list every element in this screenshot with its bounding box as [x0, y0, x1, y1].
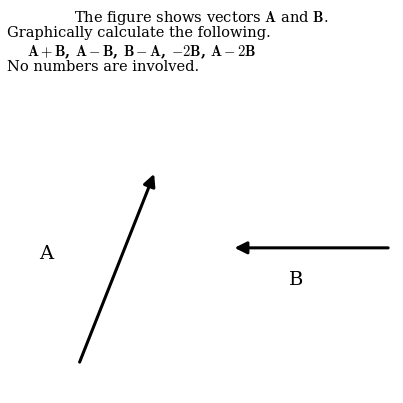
- Text: $\mathbf{A+B}$, $\mathbf{A-B}$, $\mathbf{B-A}$, $-2\mathbf{B}$, $\mathbf{A}-2\ma: $\mathbf{A+B}$, $\mathbf{A-B}$, $\mathbf…: [27, 44, 257, 61]
- Text: The figure shows vectors $\mathbf{A}$ and $\mathbf{B}$.: The figure shows vectors $\mathbf{A}$ an…: [74, 9, 329, 27]
- Text: Graphically calculate the following.: Graphically calculate the following.: [7, 26, 271, 40]
- Text: B: B: [289, 271, 303, 289]
- Text: A: A: [39, 245, 54, 263]
- Text: No numbers are involved.: No numbers are involved.: [7, 60, 199, 75]
